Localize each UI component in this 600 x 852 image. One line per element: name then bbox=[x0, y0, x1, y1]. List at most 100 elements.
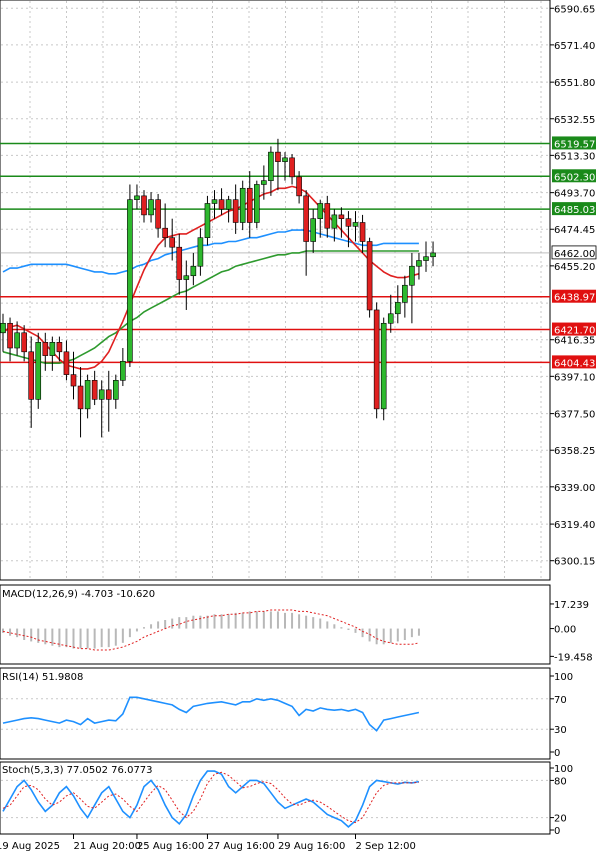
candle-body bbox=[409, 265, 415, 286]
rsi-y-tick-label: 100 bbox=[554, 672, 573, 683]
candle-body bbox=[134, 195, 140, 200]
candle-body bbox=[63, 351, 70, 375]
candle-body bbox=[91, 380, 98, 400]
candle-body bbox=[148, 199, 154, 216]
x-tick-label: 25 Aug 16:00 bbox=[137, 841, 204, 852]
y-axis-ticks: 6590.65 6571.40 6551.80 6532.55 6513.30 6493.… bbox=[550, 4, 595, 568]
support-resistance-lines: 6519.57 6502.30 6485.03 6438.97 6421.70 6404.… bbox=[0, 136, 597, 369]
stoch-y-tick-label: 100 bbox=[554, 764, 573, 775]
macd-panel-frame bbox=[0, 584, 551, 665]
candle-body bbox=[155, 199, 161, 229]
candle-body bbox=[211, 199, 218, 204]
candle-body bbox=[162, 227, 168, 239]
candle-body bbox=[113, 380, 119, 400]
macd-y-tick-label: -19.458 bbox=[554, 652, 593, 663]
macd-signal-line bbox=[2, 609, 419, 651]
y-tick-label: 6571.40 bbox=[554, 41, 595, 52]
price-panel-frame bbox=[0, 0, 551, 581]
candle-body bbox=[296, 176, 302, 197]
candle-body bbox=[232, 199, 239, 223]
candle-body bbox=[176, 246, 183, 280]
candle-body bbox=[430, 252, 436, 258]
y-tick-label: 6319.40 bbox=[554, 520, 595, 531]
macd-y-tick-label: 17.239 bbox=[554, 600, 589, 611]
stoch-y-tick-label: 80 bbox=[554, 776, 567, 787]
candle-body bbox=[169, 237, 175, 248]
candle-body bbox=[402, 284, 408, 303]
ma-green-line bbox=[2, 250, 419, 365]
candle-body bbox=[387, 313, 394, 324]
candle-body bbox=[366, 241, 373, 311]
candle-body bbox=[289, 157, 295, 178]
macd-label: MACD(12,26,9) -4.703 -10.620 bbox=[2, 589, 155, 600]
rsi-y-tick-label: 0 bbox=[554, 748, 560, 759]
y-tick-label: 6358.25 bbox=[554, 446, 595, 457]
candle-body bbox=[282, 157, 288, 162]
y-tick-label: 6377.50 bbox=[554, 410, 595, 421]
y-tick-label: 6397.10 bbox=[554, 372, 595, 383]
candle-body bbox=[317, 203, 324, 219]
level-label-box bbox=[552, 169, 596, 183]
level-label-box bbox=[552, 322, 596, 336]
level-label: 6421.70 bbox=[554, 326, 595, 337]
candle-body bbox=[324, 203, 331, 229]
candle-body bbox=[352, 222, 359, 227]
rsi-y-tick-label: 70 bbox=[554, 695, 567, 706]
y-tick-label: 6532.55 bbox=[554, 115, 595, 126]
level-label-box bbox=[552, 136, 596, 150]
macd-indicator: 17.239 0.00 -19.458 bbox=[2, 600, 593, 663]
candle-body bbox=[246, 187, 253, 223]
level-label-box bbox=[552, 289, 596, 303]
stoch-label: Stoch(5,3,3) 77.0502 76.0773 bbox=[2, 765, 153, 776]
candle-body bbox=[338, 214, 345, 219]
candle-body bbox=[359, 222, 366, 242]
moving-averages bbox=[2, 185, 420, 370]
y-tick-label: 6339.00 bbox=[554, 483, 595, 494]
y-tick-label: 6493.70 bbox=[554, 189, 595, 200]
x-tick-label: 21 Aug 20:00 bbox=[74, 841, 141, 852]
candle-body bbox=[331, 214, 338, 229]
candle-body bbox=[70, 374, 77, 387]
candle-body bbox=[225, 199, 232, 210]
x-tick-label: 27 Aug 16:00 bbox=[207, 841, 274, 852]
grid bbox=[1, 1, 549, 579]
stoch-k-line bbox=[2, 770, 420, 828]
candle-body bbox=[416, 260, 422, 267]
candle-body bbox=[239, 187, 246, 223]
candle-body bbox=[21, 332, 27, 353]
rsi-panel-frame bbox=[0, 667, 551, 760]
stoch-y-tick-label: 0 bbox=[554, 826, 560, 837]
y-tick-label: 6590.65 bbox=[554, 4, 595, 15]
ma-red-line bbox=[2, 185, 420, 370]
rsi-label: RSI(14) 51.9808 bbox=[2, 672, 83, 683]
rsi-y-tick-label: 30 bbox=[554, 725, 567, 736]
stoch-d-line bbox=[2, 771, 419, 824]
candle-body bbox=[218, 199, 225, 210]
candle-body bbox=[423, 256, 429, 261]
candle-body bbox=[98, 389, 105, 400]
level-label: 6485.03 bbox=[554, 205, 595, 216]
candle-body bbox=[105, 389, 112, 400]
y-tick-label: 6474.45 bbox=[554, 225, 595, 236]
x-tick-label: 19 Aug 2025 bbox=[0, 841, 60, 852]
candle-body bbox=[190, 265, 197, 277]
current-price-box bbox=[551, 245, 597, 260]
candle-body bbox=[380, 322, 387, 410]
candle-body bbox=[261, 180, 267, 185]
candle-body bbox=[14, 332, 20, 349]
candle-body bbox=[268, 151, 274, 181]
rsi-line bbox=[2, 696, 420, 732]
candle-body bbox=[310, 218, 317, 242]
macd-y-tick-label: 0.00 bbox=[554, 625, 576, 636]
current-price-label: 6462.00 bbox=[554, 249, 595, 260]
level-label-box bbox=[552, 202, 596, 216]
level-label: 6404.43 bbox=[554, 358, 595, 369]
level-label: 6438.97 bbox=[554, 293, 595, 304]
candle-body bbox=[0, 322, 6, 334]
candle-body bbox=[197, 237, 204, 267]
y-tick-label: 6455.20 bbox=[554, 262, 595, 273]
level-label-box bbox=[552, 355, 596, 369]
y-tick-label: 6551.80 bbox=[554, 78, 595, 89]
